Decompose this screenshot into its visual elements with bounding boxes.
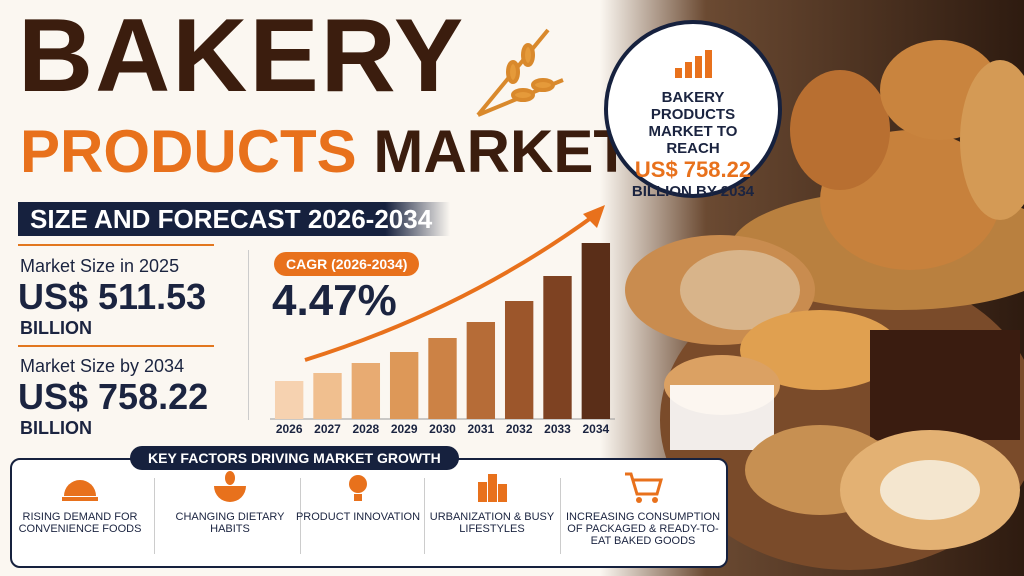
bar xyxy=(351,363,381,419)
x-tick-label: 2031 xyxy=(467,422,494,436)
bar xyxy=(543,276,572,419)
trend-arrow xyxy=(304,213,597,362)
bakery-photo xyxy=(600,0,1024,576)
factors-title: KEY FACTORS DRIVING MARKET GROWTH xyxy=(130,446,459,470)
bar xyxy=(274,381,304,419)
stat-unit: BILLION xyxy=(20,318,92,338)
stat-value: US$ 511.53 xyxy=(18,276,207,317)
factor-text: PRODUCT INNOVATION xyxy=(295,511,421,523)
wheat-icon xyxy=(476,28,564,117)
x-tick-label: 2026 xyxy=(276,422,303,436)
bar xyxy=(466,322,496,419)
stat-label: Market Size by 2034 xyxy=(20,356,185,376)
title: BAKERY xyxy=(18,0,466,114)
separator xyxy=(300,478,301,554)
icon xyxy=(214,471,246,502)
icon xyxy=(62,480,98,501)
separator xyxy=(154,478,155,554)
badge-value: US$ 758.22 xyxy=(634,157,752,182)
x-tick-label: 2032 xyxy=(506,422,533,436)
factor-text: CHANGING DIETARY HABITS xyxy=(175,511,285,535)
icon xyxy=(625,472,663,503)
factor: PRODUCT INNOVATION xyxy=(288,470,428,523)
factor: INCREASING CONSUMPTION OF PACKAGED & REA… xyxy=(566,470,720,547)
bar xyxy=(581,243,611,419)
x-tick-label: 2028 xyxy=(352,422,379,436)
badge-text: BILLION BY 2034 xyxy=(631,183,755,200)
factors-box xyxy=(10,458,728,568)
stat-unit: BILLION xyxy=(20,418,92,438)
badge: BAKERY PRODUCTS MARKET TO REACH US$ 758.… xyxy=(604,20,782,200)
bar xyxy=(504,301,534,419)
factor: RISING DEMAND FOR CONVENIENCE FOODS xyxy=(10,470,150,535)
subtitle-banner: SIZE AND FORECAST 2026-2034 xyxy=(18,202,450,236)
separator xyxy=(424,478,425,554)
divider xyxy=(18,244,214,246)
x-tick-label: 2027 xyxy=(314,422,341,436)
factor-text: INCREASING CONSUMPTION OF PACKAGED & REA… xyxy=(566,511,721,547)
icon xyxy=(478,474,507,502)
cagr-value: 4.47% xyxy=(272,276,397,325)
bar-chart: 2026 2027 2028 2029 2030 2031 2032 2033 2034 xyxy=(270,205,615,436)
icon xyxy=(349,475,367,501)
stat-value: US$ 758.22 xyxy=(18,376,209,417)
title-products: PRODUCTS xyxy=(20,118,357,185)
x-tick-label: 2034 xyxy=(582,422,609,436)
divider xyxy=(18,345,214,347)
factor-text: RISING DEMAND FOR CONVENIENCE FOODS xyxy=(18,511,142,535)
title-market: MARKET xyxy=(373,118,630,185)
bar xyxy=(428,338,457,419)
arrow-head xyxy=(583,205,605,228)
growth-icon xyxy=(675,50,712,78)
stat-label: Market Size in 2025 xyxy=(20,256,180,276)
x-tick-label: 2033 xyxy=(544,422,571,436)
bar xyxy=(389,352,419,419)
factor-text: URBANIZATION & BUSY LIFESTYLES xyxy=(429,511,555,535)
x-tick-label: 2029 xyxy=(391,422,418,436)
badge-text: BAKERY PRODUCTS MARKET TO REACH xyxy=(648,89,738,157)
cagr-label: CAGR (2026-2034) xyxy=(274,252,420,276)
factor: URBANIZATION & BUSY LIFESTYLES xyxy=(422,470,562,535)
title-line2: PRODUCTS MARKET xyxy=(20,122,630,182)
bar xyxy=(313,373,342,419)
factor: CHANGING DIETARY HABITS xyxy=(160,470,300,535)
divider xyxy=(248,250,249,420)
x-tick-label: 2030 xyxy=(429,422,456,436)
separator xyxy=(560,478,561,554)
